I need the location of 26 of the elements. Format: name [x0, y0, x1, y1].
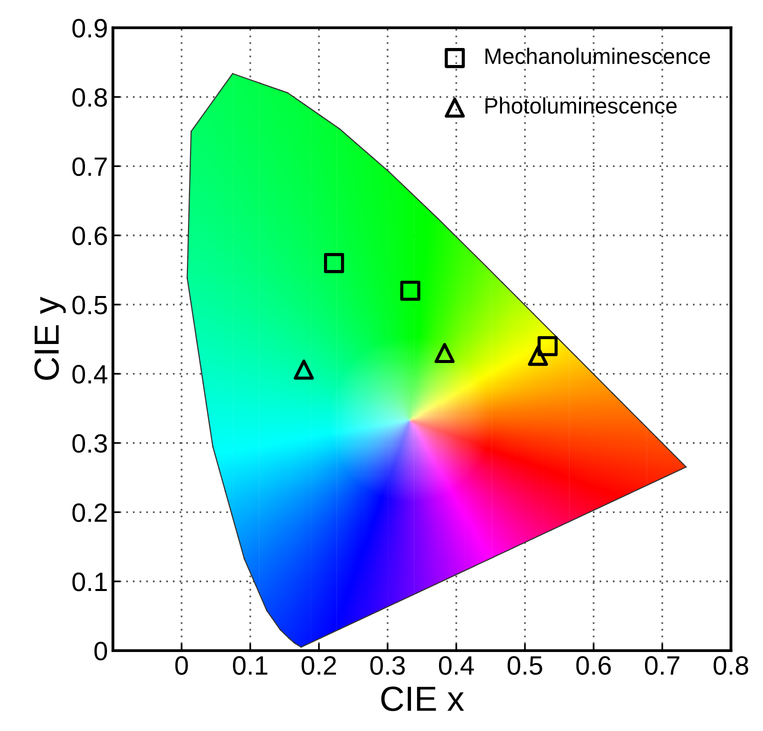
y-tick-label: 0.9	[72, 18, 107, 38]
x-tick-label: 0.4	[438, 656, 474, 675]
x-axis-title: CIE x	[381, 686, 464, 712]
point	[528, 346, 548, 366]
x-tick-label: 0.2	[302, 656, 336, 675]
legend-label: Mechanoluminescence	[486, 48, 710, 64]
x-tick-label: 0.6	[576, 656, 611, 675]
x-tick-label: 0	[175, 656, 188, 675]
y-tick-label: 0	[94, 642, 108, 660]
x-tick-label: 0.1	[232, 656, 268, 675]
y-tick-label: 0.7	[72, 157, 107, 176]
y-tick-label: 0.2	[72, 503, 107, 522]
y-tick-label: 0.6	[72, 226, 107, 246]
point	[324, 253, 344, 274]
x-tick-label: 0.5	[508, 656, 542, 675]
y-tick-label: 0.4	[72, 364, 108, 384]
x-tick-label: 0.8	[714, 656, 748, 675]
y-tick-label: 0.1	[72, 572, 107, 592]
y-tick-label: 0.3	[72, 434, 107, 453]
y-tick-label: 0.8	[72, 88, 107, 107]
x-tick-label: 0.3	[370, 656, 405, 675]
legend-label: Photoluminescence	[486, 97, 677, 114]
point	[434, 342, 455, 364]
y-axis-title: CIE y	[34, 296, 66, 380]
y-tick-label: 0.5	[72, 296, 107, 314]
x-tick-label: 0.7	[644, 656, 680, 675]
